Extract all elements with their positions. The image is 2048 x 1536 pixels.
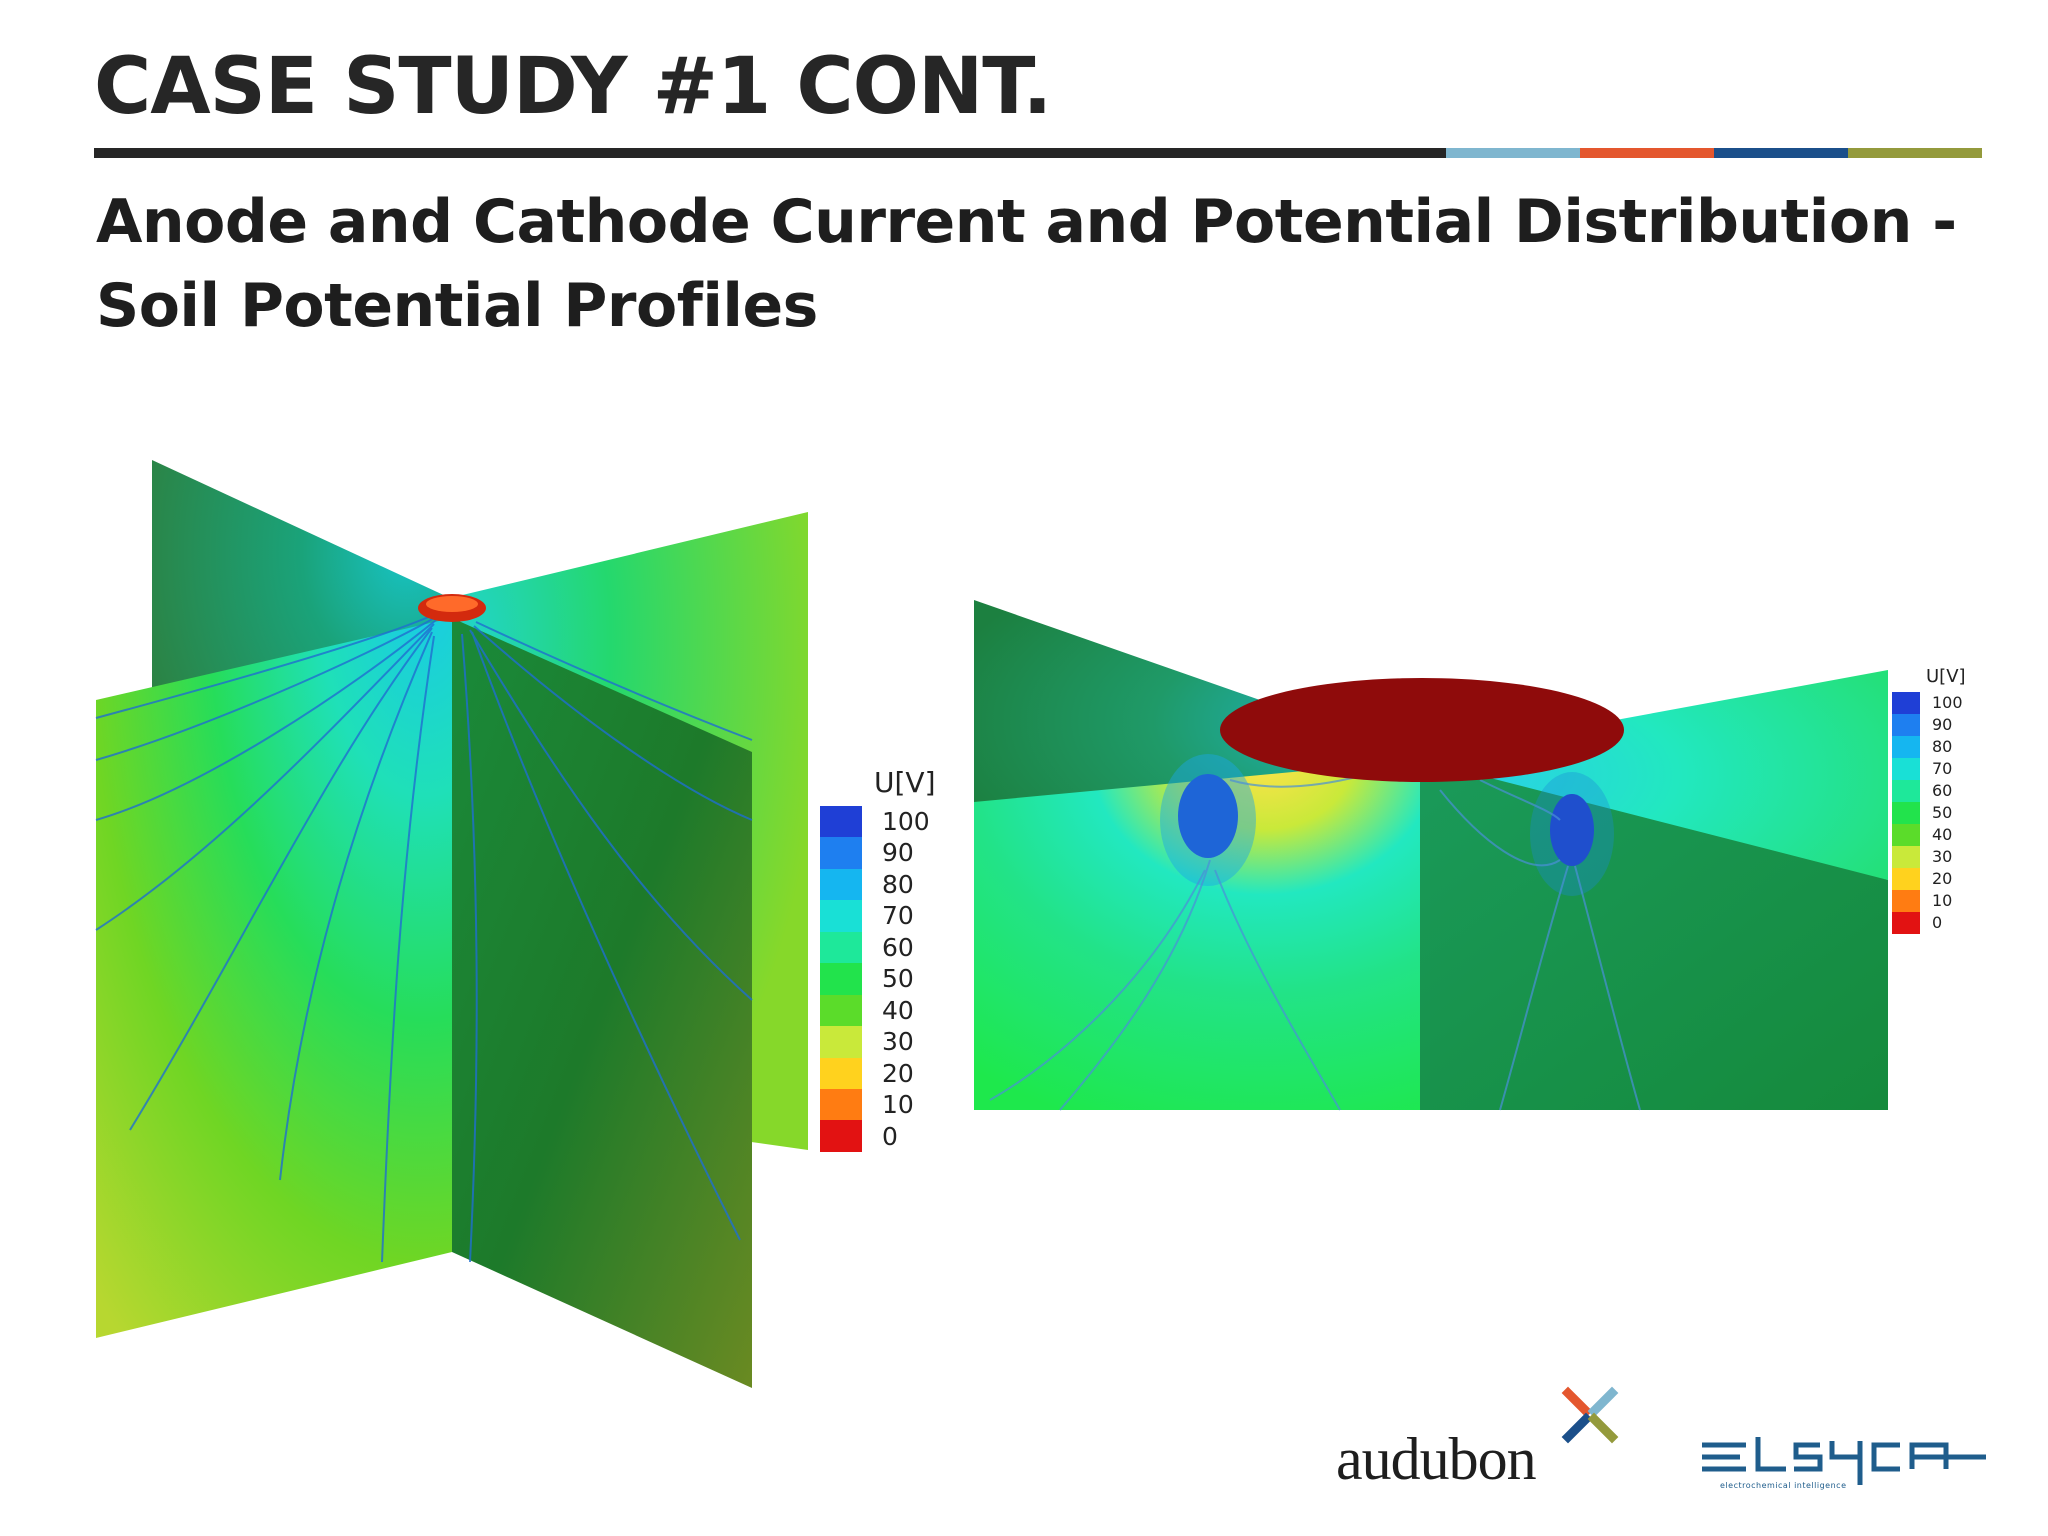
legend-right-tick: 60: [1932, 781, 1953, 800]
elsyca-wordmark-icon: [1702, 1437, 1986, 1485]
legend-left-swatch-70: [820, 900, 862, 932]
legend-right-swatch-30: [1892, 846, 1920, 868]
legend-right-swatch-70: [1892, 758, 1920, 780]
legend-left-tick: 100: [882, 807, 930, 836]
audubon-cross-icon: [1561, 1386, 1619, 1444]
legend-left-tick: 70: [882, 901, 914, 931]
legend-right-tick: 30: [1932, 847, 1953, 866]
legend-left-swatch-60: [820, 931, 862, 964]
legend-left-swatch-80: [820, 868, 862, 901]
right-anode-disc: [1220, 678, 1624, 782]
legend-right-colorbar: [1892, 692, 1920, 934]
legend-right-tick: 80: [1932, 737, 1953, 756]
legend-right-tick: 90: [1932, 715, 1953, 734]
legend-left-swatch-40: [820, 994, 862, 1027]
right-front-panel-right: [1420, 760, 1888, 1110]
right-cathode-right-halo: [1530, 772, 1614, 896]
legend-right-swatch-0: [1892, 912, 1920, 934]
right-field-lines: [989, 759, 1641, 1111]
legend-right-tick: 50: [1932, 803, 1953, 822]
right-cathode-left: [1178, 774, 1238, 858]
title-rule-navy: [1714, 148, 1848, 158]
subtitle-line-1: Anode and Cathode Current and Potential …: [96, 187, 1957, 257]
legend-left: U[V] 100 90 80 70 60 50 40 30 20 10 0: [820, 766, 940, 1166]
legend-right: U[V] 100 90 80 70 60 50 40 30 20 10 0: [1892, 666, 1982, 946]
legend-left-tick: 0: [882, 1121, 898, 1151]
legend-left-tick: 50: [882, 964, 914, 994]
legend-left-swatch-30: [820, 1026, 862, 1058]
legend-right-tick: 70: [1932, 759, 1953, 778]
right-potential-profile: [974, 600, 1888, 1111]
title-rule-olive: [1848, 148, 1982, 158]
legend-right-tick: 0: [1932, 913, 1943, 932]
legend-left-swatch-0: [820, 1120, 862, 1152]
title-rule-orange: [1580, 148, 1714, 158]
legend-left-tick: 80: [882, 869, 914, 899]
legend-right-swatch-100: [1892, 692, 1920, 714]
elsyca-tagline: electrochemical intelligence: [1720, 1481, 1847, 1490]
slide-subtitle: Anode and Cathode Current and Potential …: [96, 180, 1957, 348]
title-rule-light-blue: [1446, 148, 1580, 158]
left-front-panel-left: [96, 618, 452, 1338]
legend-right-swatch-20: [1892, 868, 1920, 890]
legend-right-tick: 10: [1932, 891, 1953, 910]
legend-left-tick: 10: [882, 1090, 914, 1120]
legend-right-unit: U[V]: [1926, 666, 1966, 687]
legend-left-swatch-50: [820, 963, 862, 995]
legend-right-swatch-10: [1892, 890, 1920, 912]
legend-left-tick: 20: [882, 1058, 914, 1088]
legend-right-ticks: 100 90 80 70 60 50 40 30 20 10 0: [1932, 692, 1963, 934]
right-cathode-right: [1550, 794, 1594, 866]
legend-left-swatch-90: [820, 837, 862, 869]
legend-right-swatch-90: [1892, 714, 1920, 736]
legend-right-swatch-60: [1892, 780, 1920, 802]
left-front-panel-right: [452, 618, 752, 1388]
subtitle-line-2: Soil Potential Profiles: [96, 271, 818, 341]
legend-right-swatch-40: [1892, 824, 1920, 846]
slide-title: CASE STUDY #1 CONT.: [94, 42, 1052, 132]
right-back-panel-right: [1420, 670, 1888, 880]
legend-left-swatch-10: [820, 1088, 862, 1121]
legend-left-swatch-100: [820, 806, 862, 838]
left-field-lines: [95, 611, 753, 1263]
audubon-wordmark: audubon: [1336, 1426, 1537, 1492]
legend-left-swatch-20: [820, 1057, 862, 1089]
title-rule-dark: [94, 148, 1446, 158]
legend-left-tick: 30: [882, 1027, 914, 1057]
legend-left-tick: 40: [882, 995, 914, 1025]
legend-right-tick: 100: [1932, 693, 1963, 712]
legend-left-ticks: 100 90 80 70 60 50 40 30 20 10 0: [882, 806, 930, 1152]
legend-left-colorbar: [820, 806, 862, 1152]
right-cathode-left-halo: [1160, 754, 1256, 886]
legend-right-swatch-80: [1892, 736, 1920, 758]
legend-left-tick: 60: [882, 932, 914, 962]
legend-right-tick: 20: [1932, 869, 1953, 888]
left-anode-ring-top: [426, 596, 478, 612]
legend-right-swatch-50: [1892, 802, 1920, 824]
left-potential-profile: [95, 460, 808, 1388]
legend-right-tick: 40: [1932, 825, 1953, 844]
elsyca-logo: electrochemical intelligence: [1700, 1435, 1990, 1500]
right-front-panel-left: [974, 760, 1420, 1110]
legend-left-unit: U[V]: [874, 766, 936, 799]
legend-left-tick: 90: [882, 838, 914, 868]
